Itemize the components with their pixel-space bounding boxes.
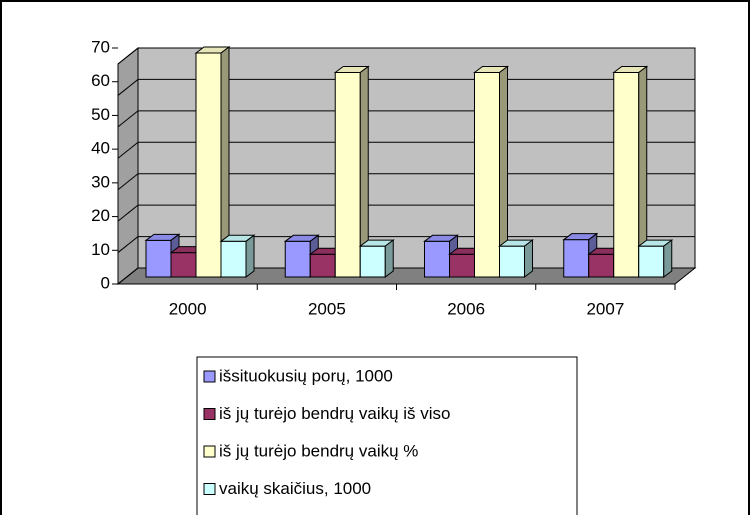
bar bbox=[220, 240, 247, 278]
bar bbox=[474, 71, 500, 278]
x-tick-label: 2007 bbox=[586, 299, 624, 318]
bar bbox=[195, 52, 222, 278]
bar bbox=[499, 245, 525, 278]
grid-line bbox=[117, 204, 139, 222]
y-tick-label: 60 bbox=[91, 71, 110, 90]
grid-line bbox=[117, 47, 139, 65]
legend bbox=[196, 356, 578, 515]
bar bbox=[284, 240, 311, 278]
bar-side bbox=[663, 239, 673, 278]
x-tick-label: 2005 bbox=[308, 299, 346, 318]
legend-swatch bbox=[203, 370, 216, 383]
bar bbox=[638, 245, 665, 278]
bar-side bbox=[524, 239, 533, 278]
bar-side bbox=[384, 239, 394, 278]
legend-swatch bbox=[203, 408, 216, 420]
x-tick-label: 2000 bbox=[169, 299, 207, 318]
legend-label: iš jų turėjo bendrų vaikų % bbox=[219, 441, 418, 460]
bar bbox=[334, 71, 361, 278]
legend-swatch bbox=[203, 483, 216, 495]
grid-line bbox=[117, 236, 139, 253]
bar-side bbox=[245, 234, 255, 278]
y-tick-label: 70 bbox=[91, 37, 110, 56]
y-tick-label: 30 bbox=[91, 172, 110, 191]
grid-line bbox=[117, 267, 139, 285]
bar bbox=[563, 239, 590, 278]
y-tick-label: 50 bbox=[91, 105, 110, 124]
legend-swatch bbox=[203, 445, 216, 458]
bar bbox=[449, 253, 475, 278]
grid-line bbox=[117, 173, 139, 191]
bar bbox=[424, 240, 450, 278]
grid-line bbox=[117, 110, 139, 128]
y-tick-label: 10 bbox=[91, 240, 110, 259]
bar bbox=[613, 71, 640, 278]
y-tick-label: 20 bbox=[91, 206, 110, 225]
bar bbox=[359, 245, 386, 278]
y-tick-label: 40 bbox=[91, 139, 110, 158]
bar bbox=[170, 252, 197, 278]
legend-label: vaikų skaičius, 1000 bbox=[219, 479, 371, 498]
bar bbox=[588, 253, 615, 278]
bar bbox=[309, 253, 336, 278]
bar bbox=[145, 239, 172, 278]
legend-label: išsituokusių porų, 1000 bbox=[219, 366, 393, 385]
legend-label: iš jų turėjo bendrų vaikų iš viso bbox=[219, 404, 451, 423]
x-tick-label: 2006 bbox=[447, 299, 485, 318]
y-tick-label: 0 bbox=[101, 273, 110, 292]
grid-line bbox=[117, 141, 139, 159]
grid-line bbox=[117, 79, 139, 96]
side-wall bbox=[117, 46, 139, 286]
